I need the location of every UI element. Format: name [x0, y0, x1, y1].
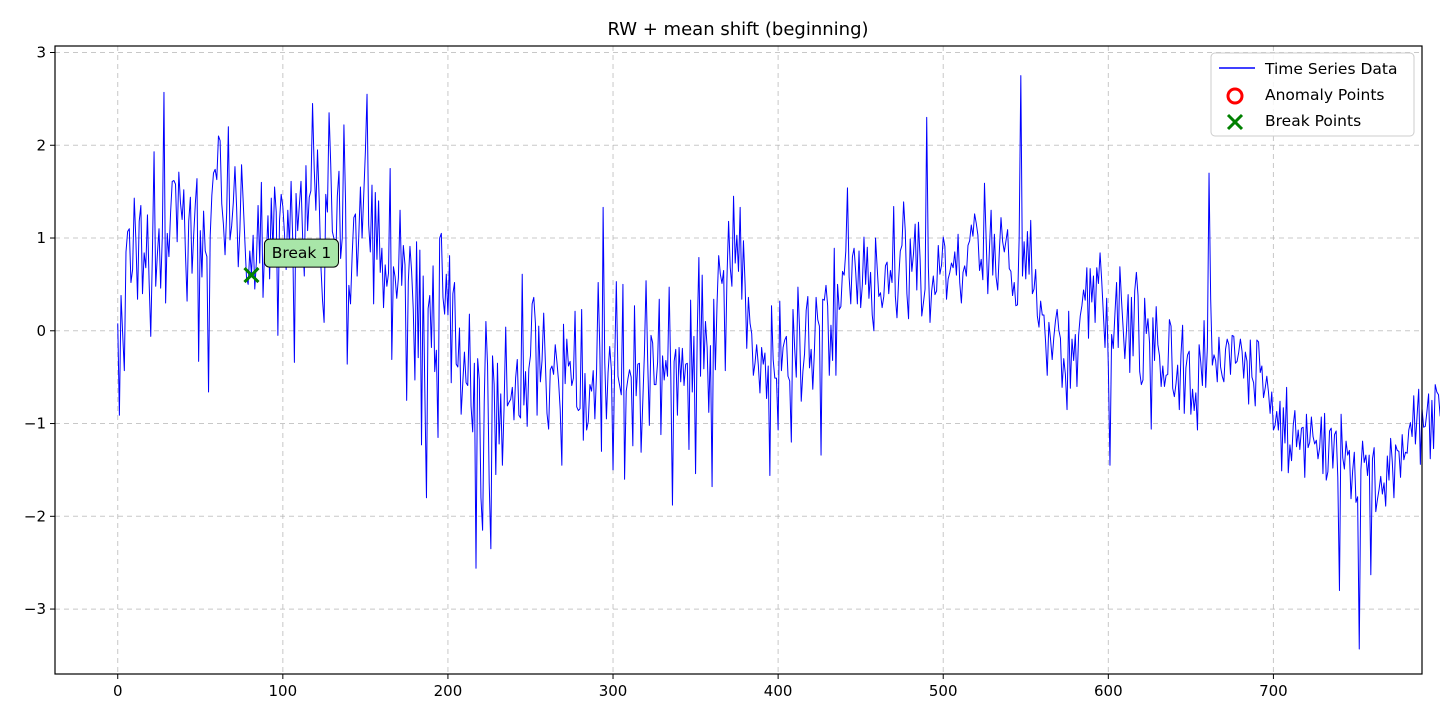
x-tick-label: 300	[599, 682, 628, 700]
annotation-label: Break 1	[272, 244, 331, 262]
legend-break-label: Break Points	[1265, 112, 1361, 130]
series-line	[117, 75, 1440, 650]
annotation-box	[263, 238, 339, 268]
plot-frame	[54, 45, 1423, 675]
grid-lines	[55, 46, 1422, 674]
x-tick-label: 400	[764, 682, 793, 700]
legend-anomaly-label: Anomaly Points	[1265, 86, 1384, 104]
y-tick-label: 0	[36, 322, 46, 340]
x-tick-label: 0	[113, 682, 123, 700]
anomaly-point-icon	[1226, 87, 1244, 105]
legend-box	[1210, 52, 1415, 137]
series-layer	[117, 75, 1440, 650]
legend-series-label: Time Series Data	[1264, 60, 1397, 78]
legend: Time Series Data Anomaly Points Break Po…	[1210, 52, 1415, 137]
y-tick-label: −1	[24, 415, 46, 433]
break-annotation: Break 1	[263, 238, 339, 268]
break-point-marker	[243, 267, 260, 284]
x-tick-label: 600	[1094, 682, 1123, 700]
x-tick-label: 500	[929, 682, 958, 700]
markers-layer: Break 1	[243, 238, 339, 284]
chart-title: RW + mean shift (beginning)	[607, 19, 868, 40]
break-point-icon	[1226, 113, 1244, 131]
y-tick-label: 3	[36, 43, 46, 61]
y-tick-label: 1	[36, 229, 46, 247]
y-tick-label: 2	[36, 136, 46, 154]
y-tick-label: −2	[24, 507, 46, 525]
x-tick-label: 100	[269, 682, 298, 700]
axes: 0 100 200 300 400 500 600 700 −3 −2 −1 0 1 2 3	[24, 43, 1288, 700]
x-tick-label: 200	[434, 682, 463, 700]
y-tick-label: −3	[24, 600, 46, 618]
x-tick-label: 700	[1259, 682, 1288, 700]
